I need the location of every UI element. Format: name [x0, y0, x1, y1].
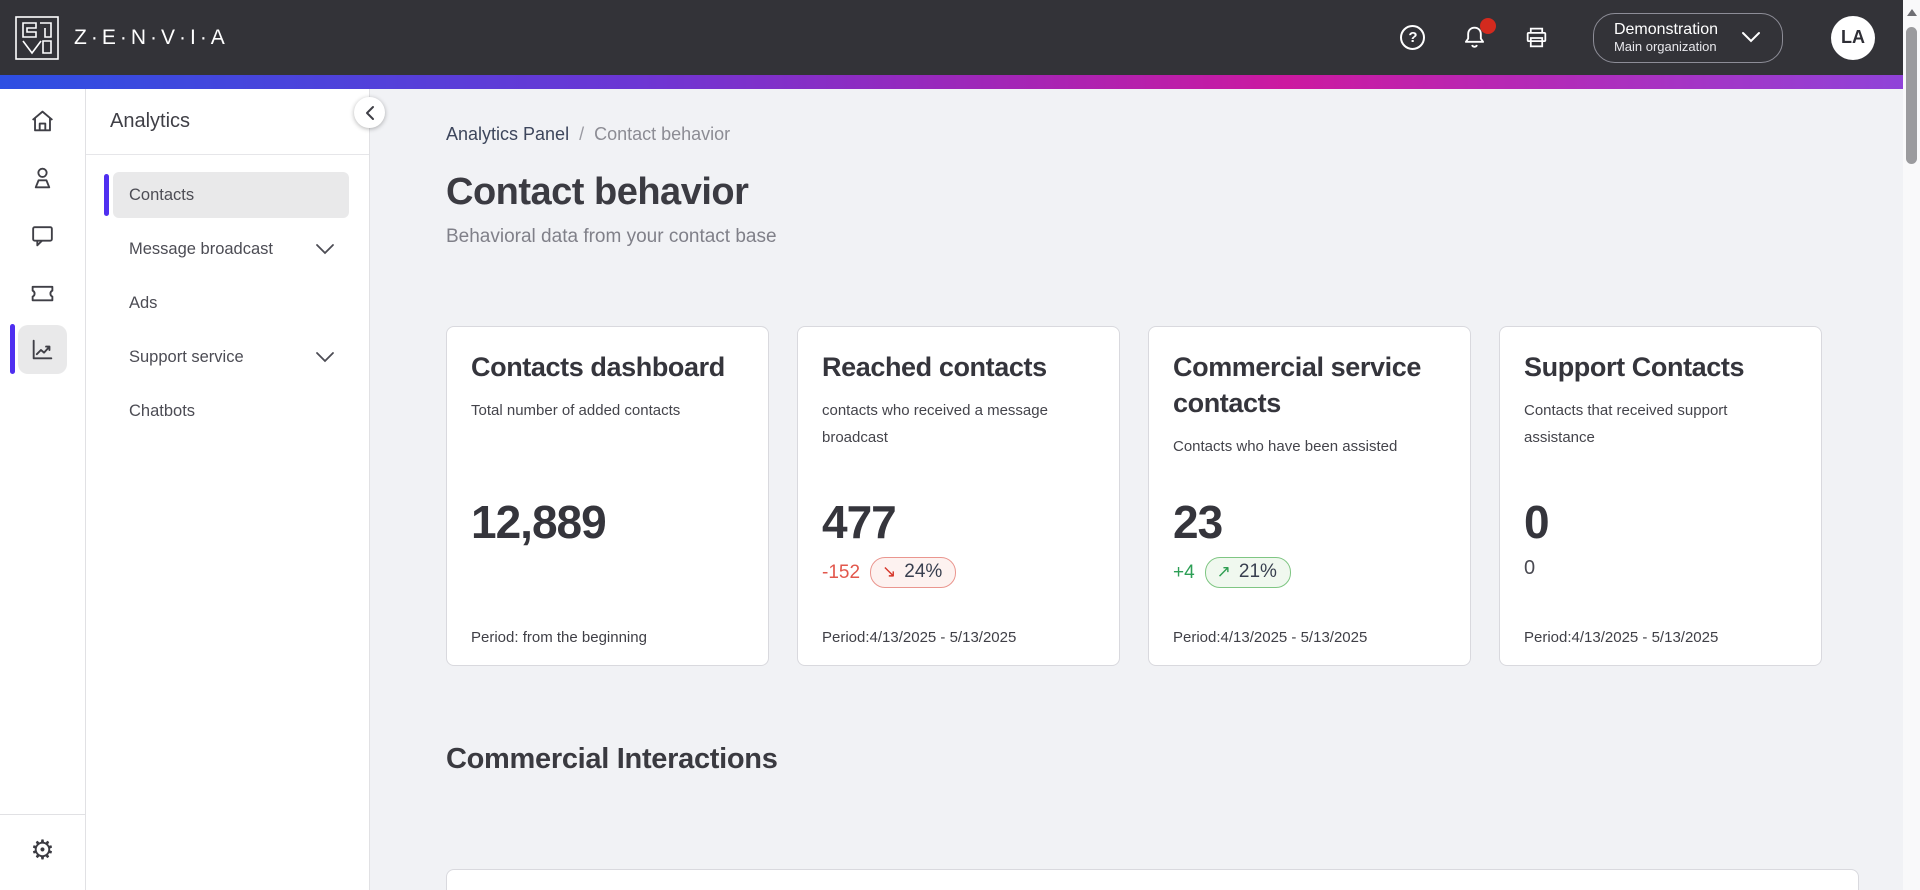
- analytics-icon: [32, 339, 53, 359]
- notifications-button[interactable]: [1461, 17, 1496, 52]
- sidebar-header: Analytics: [86, 89, 369, 155]
- trend-percent: 21%: [1238, 561, 1277, 582]
- nav-analytics[interactable]: [0, 323, 86, 375]
- card-support-contacts: Support Contacts Contacts that received …: [1499, 326, 1822, 666]
- trend-badge: ↗ 21%: [1204, 557, 1291, 588]
- sidebar-collapse-button[interactable]: [354, 97, 385, 128]
- organization-labels: Demonstration Main organization: [1614, 20, 1718, 55]
- card-period: Period:4/13/2025 - 5/13/2025: [1173, 629, 1368, 646]
- home-icon: [32, 110, 53, 131]
- sidebar-item-label: Support service: [129, 347, 244, 366]
- brand-name: Z·E·N·V·I·A: [74, 25, 229, 49]
- breadcrumb-separator: /: [579, 124, 585, 144]
- delta-value: +4: [1173, 561, 1195, 583]
- sidebar-item-message-broadcast[interactable]: Message broadcast: [113, 226, 349, 272]
- card-description: contacts who received a message broadcas…: [822, 402, 1048, 446]
- card-contacts-dashboard: Contacts dashboard Total number of added…: [446, 326, 769, 666]
- breadcrumb-analytics-panel[interactable]: Analytics Panel: [446, 124, 570, 144]
- card-title: Support Contacts: [1524, 352, 1745, 382]
- settings-gear-icon[interactable]: ⚙: [30, 835, 55, 866]
- chevron-left-icon: [365, 105, 374, 120]
- contacts-icon: [34, 167, 51, 188]
- accent-gradient-bar: [0, 75, 1920, 89]
- main-content: Analytics Panel / Contact behavior Conta…: [370, 89, 1903, 890]
- section-heading-commercial-interactions: Commercial Interactions: [446, 743, 778, 775]
- card-period: Period:4/13/2025 - 5/13/2025: [1524, 629, 1719, 646]
- card-title: Commercial service contacts: [1173, 352, 1421, 418]
- card-value: 477: [822, 496, 897, 548]
- card-commercial-service-contacts: Commercial service contacts Contacts who…: [1148, 326, 1471, 666]
- card-description: Contacts that received support assistanc…: [1524, 402, 1728, 446]
- card-reached-contacts: Reached contacts contacts who received a…: [797, 326, 1120, 666]
- sidebar-item-chatbots[interactable]: Chatbots: [113, 388, 349, 434]
- trend-down-icon: ↘: [882, 562, 897, 581]
- chevron-down-icon: [1742, 32, 1760, 43]
- sidebar-item-ads[interactable]: Ads: [113, 280, 349, 326]
- sidebar-item-label: Ads: [129, 293, 158, 312]
- trend-badge: ↘ 24%: [870, 557, 957, 588]
- sidebar-item-support-service[interactable]: Support service: [113, 334, 349, 380]
- notification-badge: [1479, 17, 1496, 34]
- printer-icon: [1527, 27, 1547, 48]
- sidebar-item-label: Message broadcast: [129, 239, 273, 258]
- breadcrumb: Analytics Panel / Contact behavior: [446, 124, 1903, 145]
- sidebar-menu: Contacts Message broadcast Ads Support s…: [86, 155, 369, 434]
- card-value: 23: [1173, 496, 1223, 548]
- delta-value: -152: [822, 561, 861, 583]
- top-header: Z·E·N·V·I·A ?: [0, 0, 1920, 75]
- brand[interactable]: Z·E·N·V·I·A: [14, 15, 229, 61]
- help-button[interactable]: ?: [1399, 24, 1427, 52]
- page-subtitle: Behavioral data from your contact base: [446, 226, 777, 247]
- ticket-icon: [31, 285, 54, 301]
- nav-tickets[interactable]: [0, 266, 86, 318]
- card-value: 0: [1524, 496, 1550, 548]
- chevron-down-icon: [316, 244, 334, 255]
- primary-nav-rail: ⚙: [0, 89, 86, 890]
- sidebar-item-label: Chatbots: [129, 401, 196, 420]
- card-description: Contacts who have been assisted: [1173, 438, 1398, 455]
- card-trend-row: +4 ↗ 21%: [1173, 557, 1291, 588]
- scrollbar-thumb[interactable]: [1906, 27, 1917, 164]
- header-actions: ? Demonstration Main organiza: [1399, 12, 1875, 63]
- bell-icon: [1465, 26, 1485, 48]
- organization-name: Demonstration: [1613, 20, 1718, 38]
- organization-selector[interactable]: Demonstration Main organization: [1592, 12, 1783, 63]
- analytics-sidebar: Analytics Contacts Message broadcast Ads…: [86, 89, 385, 890]
- card-trend-row: -152 ↘ 24%: [822, 557, 957, 588]
- trend-percent: 24%: [904, 561, 943, 582]
- page-title: Contact behavior: [446, 171, 749, 213]
- delta-value: 0: [1524, 557, 1536, 579]
- breadcrumb-current: Contact behavior: [594, 124, 731, 144]
- user-avatar[interactable]: LA: [1831, 15, 1875, 60]
- help-icon: ?: [1400, 25, 1426, 50]
- card-period: Period:4/13/2025 - 5/13/2025: [822, 629, 1017, 646]
- sidebar-title: Analytics: [110, 110, 191, 132]
- kpi-cards-row: Contacts dashboard Total number of added…: [446, 326, 1903, 666]
- nav-conversations[interactable]: [0, 209, 86, 261]
- rail-footer: ⚙: [0, 814, 86, 890]
- print-button[interactable]: [1523, 24, 1551, 52]
- nav-contacts[interactable]: [0, 152, 86, 204]
- scroll-up-arrow-icon[interactable]: [1906, 9, 1917, 16]
- card-value: 12,889: [471, 496, 607, 548]
- zenvia-logo-icon: [15, 15, 59, 60]
- trend-up-icon: ↗: [1216, 562, 1231, 581]
- card-description: Total number of added contacts: [471, 402, 681, 419]
- sidebar-item-contacts[interactable]: Contacts: [104, 172, 349, 218]
- chevron-down-icon: [316, 352, 334, 363]
- card-trend-row: 0: [1524, 557, 1535, 580]
- card-title: Reached contacts: [822, 352, 1047, 382]
- card-period: Period: from the beginning: [471, 629, 647, 646]
- chat-icon: [32, 225, 53, 246]
- page-scrollbar[interactable]: [1903, 0, 1920, 890]
- sidebar-item-label: Contacts: [129, 185, 195, 204]
- commercial-interactions-card-partial: [446, 869, 1859, 890]
- card-title: Contacts dashboard: [471, 352, 725, 382]
- organization-subtitle: Main organization: [1613, 38, 1717, 54]
- nav-home[interactable]: [0, 95, 86, 147]
